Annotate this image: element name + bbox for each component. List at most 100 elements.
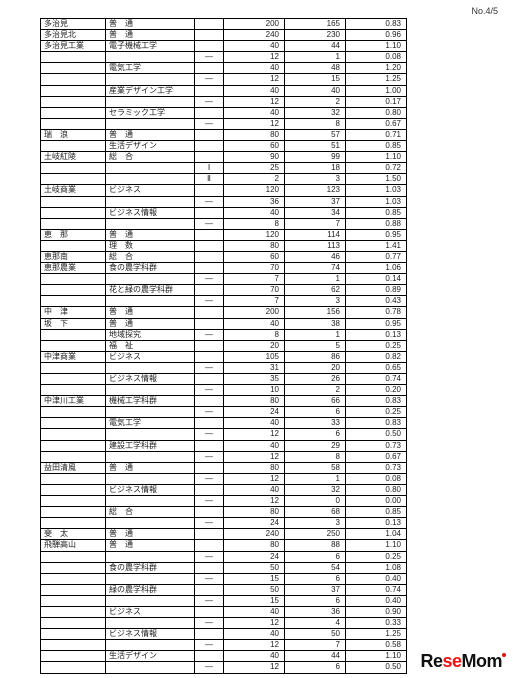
cell-course: 普 通 [106, 529, 195, 540]
cell-school [41, 196, 106, 207]
cell-ratio: 1.25 [346, 74, 407, 85]
table-row: —12151.25 [41, 74, 407, 85]
cell-capacity: 12 [224, 618, 285, 629]
cell-ratio: 0.83 [346, 418, 407, 429]
cell-mark: — [195, 362, 224, 373]
cell-mark [195, 351, 224, 362]
table-row: —1560.40 [41, 595, 407, 606]
cell-ratio: 0.40 [346, 573, 407, 584]
cell-school [41, 174, 106, 185]
cell-applicants: 6 [285, 595, 346, 606]
cell-capacity: 70 [224, 285, 285, 296]
cell-applicants: 29 [285, 440, 346, 451]
cell-mark: — [195, 118, 224, 129]
cell-ratio: 0.67 [346, 118, 407, 129]
cell-capacity: 24 [224, 407, 285, 418]
cell-capacity: 40 [224, 85, 285, 96]
cell-mark [195, 240, 224, 251]
cell-mark [195, 651, 224, 662]
cell-capacity: 24 [224, 518, 285, 529]
cell-course: 普 通 [106, 129, 195, 140]
cell-ratio: 1.03 [346, 196, 407, 207]
cell-course: セラミック工学 [106, 107, 195, 118]
cell-applicants: 33 [285, 418, 346, 429]
cell-capacity: 12 [224, 74, 285, 85]
cell-course [106, 52, 195, 63]
admissions-table: 多治見普 通2001650.83多治見北普 通2402300.96多治見工業電子… [40, 18, 407, 674]
cell-applicants: 54 [285, 562, 346, 573]
cell-course: 普 通 [106, 540, 195, 551]
table-row: —1260.50 [41, 429, 407, 440]
cell-capacity: 40 [224, 484, 285, 495]
table-row: —2430.13 [41, 518, 407, 529]
cell-applicants: 48 [285, 63, 346, 74]
cell-mark [195, 562, 224, 573]
cell-applicants: 40 [285, 85, 346, 96]
cell-school [41, 52, 106, 63]
table-row: セラミック工学40320.80 [41, 107, 407, 118]
cell-school [41, 362, 106, 373]
cell-school [41, 207, 106, 218]
cell-applicants: 26 [285, 374, 346, 385]
cell-mark: — [195, 429, 224, 440]
cell-mark: — [195, 595, 224, 606]
cell-capacity: 80 [224, 240, 285, 251]
table-row: —2460.25 [41, 407, 407, 418]
cell-ratio: 1.06 [346, 263, 407, 274]
cell-ratio: 1.10 [346, 152, 407, 163]
cell-school [41, 518, 106, 529]
table-row: 生活デザイン40441.10 [41, 651, 407, 662]
cell-school: 斐 太 [41, 529, 106, 540]
cell-ratio: 1.04 [346, 529, 407, 540]
cell-applicants: 7 [285, 218, 346, 229]
cell-capacity: 20 [224, 340, 285, 351]
cell-ratio: 0.83 [346, 19, 407, 30]
cell-course [106, 662, 195, 673]
cell-mark [195, 374, 224, 385]
cell-capacity: 70 [224, 263, 285, 274]
cell-capacity: 120 [224, 185, 285, 196]
cell-mark [195, 229, 224, 240]
cell-capacity: 12 [224, 96, 285, 107]
cell-capacity: 12 [224, 118, 285, 129]
cell-mark [195, 540, 224, 551]
cell-applicants: 86 [285, 351, 346, 362]
cell-school: 坂 下 [41, 318, 106, 329]
cell-capacity: 40 [224, 207, 285, 218]
cell-ratio: 0.43 [346, 296, 407, 307]
cell-mark: — [195, 296, 224, 307]
cell-course [106, 163, 195, 174]
cell-mark [195, 263, 224, 274]
cell-capacity: 80 [224, 396, 285, 407]
cell-mark: — [195, 329, 224, 340]
cell-course [106, 618, 195, 629]
cell-applicants: 36 [285, 606, 346, 617]
cell-capacity: 10 [224, 385, 285, 396]
cell-ratio: 0.13 [346, 329, 407, 340]
cell-ratio: 0.96 [346, 30, 407, 41]
cell-school [41, 418, 106, 429]
table-row: 電気工学40330.83 [41, 418, 407, 429]
cell-applicants: 6 [285, 551, 346, 562]
cell-course: 食の農学科群 [106, 263, 195, 274]
cell-applicants: 3 [285, 296, 346, 307]
table-row: 福 祉2050.25 [41, 340, 407, 351]
table-row: 益田清風普 通80580.73 [41, 462, 407, 473]
cell-applicants: 4 [285, 618, 346, 629]
cell-applicants: 6 [285, 407, 346, 418]
cell-course [106, 96, 195, 107]
cell-course: ビジネス情報 [106, 374, 195, 385]
cell-course [106, 573, 195, 584]
cell-capacity: 240 [224, 30, 285, 41]
cell-ratio: 0.88 [346, 218, 407, 229]
table-row: —1020.20 [41, 385, 407, 396]
cell-mark: — [195, 473, 224, 484]
cell-capacity: 24 [224, 551, 285, 562]
cell-course [106, 473, 195, 484]
cell-applicants: 51 [285, 141, 346, 152]
cell-ratio: 0.00 [346, 496, 407, 507]
cell-school [41, 640, 106, 651]
cell-capacity: 40 [224, 606, 285, 617]
table-row: 食の農学科群50541.08 [41, 562, 407, 573]
cell-school [41, 606, 106, 617]
